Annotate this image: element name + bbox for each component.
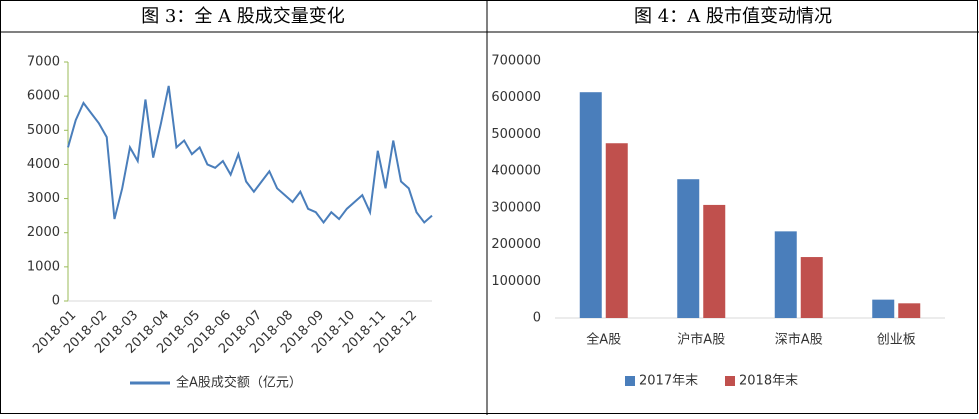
bar [872,299,895,318]
y-tick-label: 0 [533,311,541,326]
y-tick-label: 5000 [27,123,60,138]
bar [703,204,726,318]
y-tick-label: 4000 [27,157,60,172]
y-tick-label: 100000 [491,274,541,289]
y-tick-label: 1000 [27,259,60,274]
y-tick-label: 2000 [27,225,60,240]
bar [898,303,921,318]
y-tick-label: 700000 [491,54,541,69]
bar [579,92,602,318]
y-tick-label: 7000 [27,55,60,70]
x-tick-label: 沪市A股 [677,332,725,348]
y-tick-label: 500000 [491,127,541,142]
y-tick-label: 3000 [27,191,60,206]
y-tick-label: 600000 [491,90,541,105]
bar [677,179,700,318]
x-tick-label: 创业板 [877,333,916,348]
x-tick-label: 全A股 [586,332,621,348]
line-series [67,85,433,225]
x-tick-label: 深市A股 [775,332,823,348]
y-tick-label: 300000 [491,200,541,215]
y-tick-label: 6000 [27,89,60,104]
bar [605,143,628,318]
y-tick-label: 400000 [491,164,541,179]
bar [800,257,823,318]
legend-label: 2017年末 [639,374,698,389]
legend-label: 2018年末 [739,374,798,389]
y-tick-label: 200000 [491,237,541,252]
y-tick-label: 0 [52,294,60,309]
chart-title: 图 4：A 股市值变动情况 [634,6,832,27]
chart-title: 图 3：全 A 股成交量变化 [141,6,345,27]
legend-swatch [725,376,735,386]
bar [774,231,797,318]
legend-swatch [625,376,635,386]
legend-label: 全A股成交额（亿元） [176,375,302,391]
